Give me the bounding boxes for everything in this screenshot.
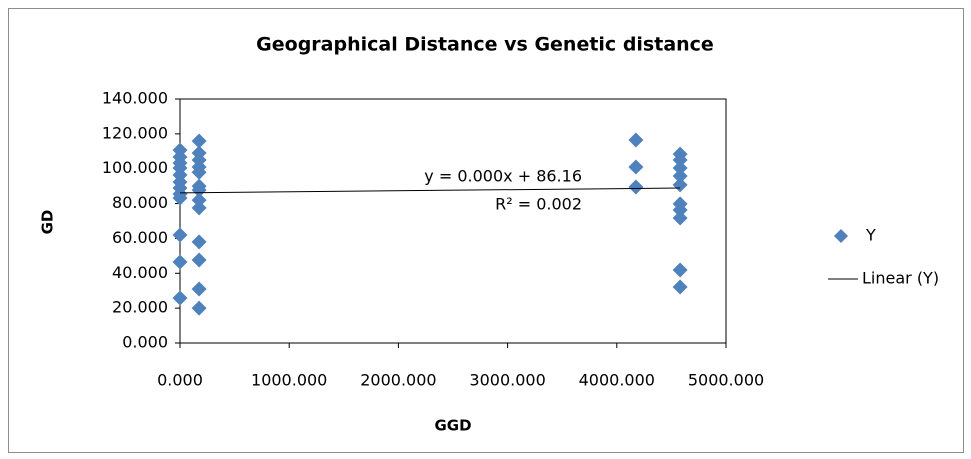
legend-label: Y	[865, 226, 876, 245]
y-tick-label: 80.000	[112, 193, 168, 212]
x-tick-label: 5000.000	[688, 371, 764, 390]
data-point	[672, 262, 688, 278]
trendline-r-squared: R² = 0.002	[495, 195, 582, 214]
legend-marker	[834, 229, 848, 243]
data-point	[191, 281, 207, 297]
chart-title: Geographical Distance vs Genetic distanc…	[256, 34, 714, 56]
x-tick-label: 0.000	[157, 371, 203, 390]
data-point	[172, 254, 188, 270]
data-point	[172, 290, 188, 306]
x-tick-label: 2000.000	[360, 371, 436, 390]
y-axis-title: GD	[39, 210, 57, 235]
trendline	[179, 187, 681, 194]
y-tick-label: 100.000	[102, 158, 168, 177]
data-point	[191, 252, 207, 268]
x-tick-label: 3000.000	[469, 371, 545, 390]
trendline-equation: y = 0.000x + 86.16	[424, 167, 582, 186]
data-point	[191, 133, 207, 149]
data-point	[628, 132, 644, 148]
y-tick-label: 40.000	[112, 263, 168, 282]
plot-area	[179, 98, 727, 344]
data-point	[191, 234, 207, 250]
data-point	[628, 179, 644, 195]
data-point	[191, 192, 207, 208]
data-point	[191, 300, 207, 316]
data-point	[672, 160, 688, 176]
data-point	[672, 210, 688, 226]
data-point	[672, 202, 688, 218]
y-tick-label: 0.000	[122, 333, 168, 352]
y-tick-label: 140.000	[102, 89, 168, 108]
data-point	[191, 164, 207, 180]
legend-label: Linear (Y)	[862, 269, 939, 288]
y-tick-label: 120.000	[102, 123, 168, 142]
data-point	[672, 177, 688, 193]
data-point	[191, 200, 207, 216]
data-point	[672, 279, 688, 295]
x-tick-label: 1000.000	[251, 371, 327, 390]
data-point	[672, 152, 688, 168]
data-point	[172, 227, 188, 243]
data-point	[172, 190, 188, 206]
chart-frame	[8, 8, 964, 453]
x-axis-title: GGD	[434, 417, 471, 435]
x-tick-label: 4000.000	[579, 371, 655, 390]
y-tick-label: 60.000	[112, 228, 168, 247]
y-tick-label: 20.000	[112, 298, 168, 317]
data-point	[628, 159, 644, 175]
data-point	[672, 168, 688, 184]
data-point	[191, 182, 207, 198]
